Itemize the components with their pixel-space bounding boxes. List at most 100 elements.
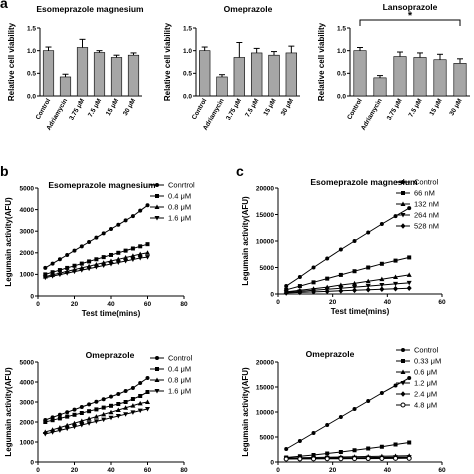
data-point bbox=[72, 424, 77, 430]
data-point bbox=[79, 268, 85, 273]
legend: Control 0.33 μM 0.6 μM 1.2 μM 2.4 μM 4.8 μM bbox=[396, 346, 441, 410]
data-point bbox=[86, 266, 92, 272]
data-point bbox=[338, 450, 343, 454]
x-tick-label: 80 bbox=[180, 301, 188, 308]
data-point bbox=[72, 263, 77, 268]
bar bbox=[93, 52, 106, 97]
legend-marker bbox=[155, 356, 159, 360]
x-category-label: 15 μM bbox=[105, 98, 120, 117]
chart-5: Omeprazole 0 1000 2000 3000 4000 5000 Legumain … bbox=[4, 350, 193, 474]
data-point bbox=[393, 274, 399, 280]
significance-star: * bbox=[408, 10, 413, 22]
x-tick-label: 20 bbox=[329, 299, 337, 306]
data-point bbox=[406, 280, 412, 286]
y-tick-label: 15000 bbox=[256, 212, 274, 219]
x-axis-label: Test time(mins) bbox=[331, 307, 390, 316]
legend-label: Control bbox=[414, 178, 439, 187]
data-point bbox=[101, 263, 107, 269]
legend-marker bbox=[400, 402, 406, 408]
data-point bbox=[393, 455, 399, 461]
chart-title: Esomeprazole magnesium bbox=[48, 180, 156, 190]
data-point bbox=[50, 261, 55, 266]
x-category-label: 30 μM bbox=[280, 98, 295, 117]
data-point bbox=[311, 431, 316, 435]
series-line bbox=[285, 377, 410, 450]
y-axis-label: Legumain activity(AFU) bbox=[4, 197, 13, 287]
x-category-label: Adriamycin bbox=[360, 97, 384, 131]
legend-label: 66 nM bbox=[414, 189, 435, 198]
bar bbox=[413, 57, 427, 97]
x-category-label: 3.75 μM bbox=[68, 98, 86, 122]
data-point bbox=[109, 394, 113, 399]
data-point bbox=[123, 389, 128, 393]
y-tick-label: 1000 bbox=[20, 439, 35, 446]
data-point bbox=[379, 276, 385, 282]
data-point bbox=[79, 405, 84, 409]
legend-label: 528 nM bbox=[414, 222, 439, 231]
data-point bbox=[101, 231, 106, 236]
data-point bbox=[138, 394, 143, 398]
data-point bbox=[379, 261, 384, 266]
data-point bbox=[57, 416, 62, 421]
panel-label-a: a bbox=[0, 0, 8, 11]
data-point bbox=[365, 456, 371, 462]
x-tick-label: 40 bbox=[107, 301, 115, 308]
series-0 bbox=[43, 376, 150, 422]
data-point bbox=[57, 268, 62, 273]
data-point bbox=[93, 419, 99, 424]
data-point bbox=[130, 253, 136, 258]
legend-label: 0.8 μM bbox=[168, 203, 191, 212]
data-point bbox=[123, 400, 128, 404]
data-point bbox=[145, 407, 150, 412]
legend-label: 2.4 μM bbox=[414, 390, 437, 399]
data-point bbox=[86, 421, 92, 426]
data-point bbox=[130, 214, 135, 219]
data-point bbox=[43, 265, 48, 270]
x-tick-label: 20 bbox=[71, 301, 79, 308]
data-point bbox=[42, 275, 48, 281]
data-point bbox=[145, 250, 150, 255]
y-tick-label: 0.0 bbox=[27, 93, 36, 100]
bar bbox=[110, 57, 123, 97]
y-tick-label: 2000 bbox=[20, 419, 35, 426]
data-point bbox=[116, 250, 121, 255]
x-tick-label: 40 bbox=[107, 467, 115, 474]
data-point bbox=[101, 405, 106, 410]
data-point bbox=[72, 412, 77, 417]
data-point bbox=[407, 376, 412, 380]
bar bbox=[59, 76, 72, 97]
y-tick-label: 5000 bbox=[260, 434, 275, 441]
data-point bbox=[283, 290, 289, 296]
y-tick-label: 5000 bbox=[20, 185, 35, 192]
data-point bbox=[65, 252, 70, 257]
bar bbox=[373, 77, 387, 97]
data-point bbox=[352, 448, 357, 453]
data-point bbox=[393, 258, 398, 263]
data-point bbox=[123, 248, 128, 253]
data-point bbox=[325, 451, 330, 456]
y-tick-label: 10000 bbox=[256, 238, 274, 245]
data-point bbox=[123, 259, 129, 264]
legend-label: 1.6 μM bbox=[168, 214, 191, 223]
chart-2: Lansoprazole 0.0 0.5 1.0 1.5 Relative cell vi… bbox=[317, 2, 470, 132]
data-point bbox=[72, 248, 77, 253]
x-category-label: 7.5 μM bbox=[244, 98, 260, 119]
data-point bbox=[130, 386, 135, 390]
data-point bbox=[130, 257, 136, 262]
x-category-label: 3.75 μM bbox=[225, 97, 243, 121]
data-point bbox=[130, 397, 135, 401]
series-3 bbox=[42, 407, 150, 437]
data-point bbox=[338, 282, 344, 287]
legend: Control 66 nM 132 nM 264 nM 528 nM bbox=[396, 178, 439, 231]
series-3 bbox=[283, 280, 412, 295]
x-axis-label: Test time(mins) bbox=[82, 309, 141, 318]
data-point bbox=[137, 255, 143, 261]
data-point bbox=[57, 272, 63, 278]
data-point bbox=[393, 383, 398, 388]
data-point bbox=[87, 240, 92, 244]
y-axis-label: Relative cell viability bbox=[317, 22, 326, 101]
data-point bbox=[137, 251, 143, 257]
data-point bbox=[64, 271, 70, 276]
legend-label: 0.6 μM bbox=[414, 368, 437, 377]
